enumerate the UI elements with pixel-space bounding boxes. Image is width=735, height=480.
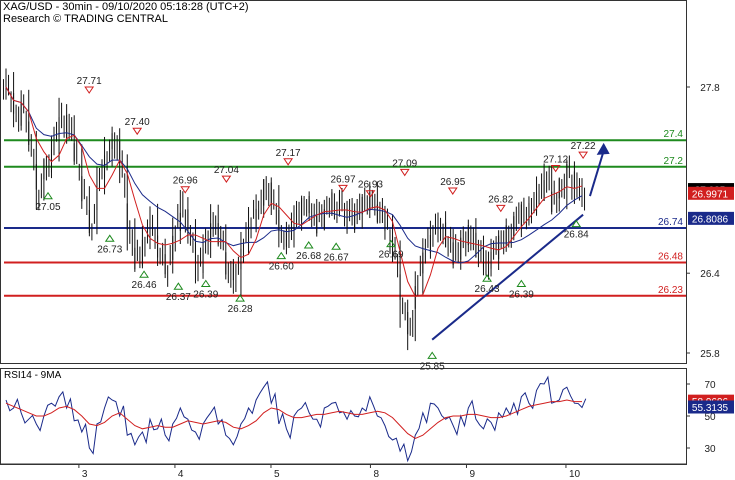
swing-low-label: 26.84: [564, 230, 589, 241]
swing-high-label: 27.40: [125, 117, 150, 128]
swing-high-label: 26.95: [440, 177, 465, 188]
x-tick-label: 4: [178, 469, 184, 480]
rsi-ma-line: [5, 399, 583, 439]
price-tag: [688, 186, 734, 200]
swing-low-label: 26.28: [228, 304, 253, 315]
swing-high-marker: [283, 158, 294, 166]
swing-high-marker: [399, 168, 410, 177]
x-tick-label: 9: [469, 469, 475, 480]
rsi-title: RSI14 - 9MA: [4, 370, 62, 381]
projection-arrow: [589, 150, 605, 197]
y-tick-label: 27.8: [700, 83, 720, 94]
swing-high-marker: [550, 164, 561, 173]
swing-high-label: 27.71: [77, 76, 102, 87]
swing-high-label: 27.17: [276, 148, 301, 159]
moving-average-fast: [5, 86, 583, 298]
swing-high-marker: [365, 190, 376, 198]
trend-line: [431, 213, 584, 341]
price-tag: [688, 211, 734, 225]
rsi-y-tick-label: 70: [704, 380, 716, 391]
swing-low-marker: [43, 191, 53, 200]
chart-title: XAG/USD - 30min - 09/10/2020 05:18:28 (U…: [3, 1, 249, 13]
rsi-y-tick-label: 50: [704, 412, 716, 423]
level-label: 26.23: [658, 285, 683, 296]
rsi-tag-label: 55.3135: [692, 403, 729, 414]
swing-high-marker: [221, 175, 232, 183]
swing-low-marker: [173, 282, 184, 290]
moving-average-slow: [5, 86, 583, 264]
projection-arrow-head: [596, 142, 610, 155]
rsi-tag: [688, 400, 734, 414]
level-label: 27.2: [664, 156, 684, 167]
rsi-y-tick-label: 30: [704, 444, 716, 455]
price-panel-frame: [0, 0, 687, 364]
swing-high-label: 26.82: [488, 194, 513, 205]
y-tick-label: 26.4: [700, 269, 720, 280]
chart-source: Research © TRADING CENTRAL: [3, 13, 168, 25]
y-tick-label: 25.8: [700, 349, 720, 360]
price-tag-label: 26.8086: [692, 214, 729, 225]
swing-low-label: 26.68: [296, 251, 321, 262]
swing-high-marker: [132, 127, 143, 136]
rsi-panel-frame: [0, 368, 687, 465]
swing-high-marker: [84, 86, 95, 94]
price-tag-label: 26.9971: [692, 189, 729, 200]
swing-low-marker: [276, 251, 287, 260]
x-tick-label: 10: [569, 469, 581, 480]
swing-low-label: 26.43: [475, 284, 500, 295]
swing-low-label: 26.69: [379, 250, 404, 261]
swing-low-label: 25.85: [420, 361, 445, 372]
swing-low-marker: [386, 239, 396, 248]
swing-low-label: 26.67: [324, 252, 349, 263]
level-label: 26.74: [658, 217, 683, 228]
swing-high-label: 26.97: [330, 174, 355, 185]
x-tick-label: 3: [82, 469, 88, 480]
swing-high-label: 26.93: [358, 180, 383, 191]
swing-low-marker: [303, 241, 314, 249]
rsi-line: [5, 375, 587, 463]
swing-low-label: 26.73: [97, 244, 122, 255]
x-tick-label: 8: [373, 469, 379, 480]
swing-low-label: 27.05: [36, 202, 61, 213]
swing-high-label: 27.04: [214, 165, 239, 176]
swing-high-marker: [495, 204, 506, 213]
swing-low-marker: [104, 234, 115, 242]
swing-low-marker: [331, 242, 342, 250]
swing-high-label: 27.12: [543, 154, 568, 165]
swing-high-marker: [578, 151, 589, 160]
swing-low-marker: [200, 279, 211, 288]
swing-low-label: 26.37: [166, 292, 191, 303]
x-tick-label: 5: [274, 469, 280, 480]
swing-low-marker: [139, 270, 149, 278]
swing-high-label: 27.09: [392, 158, 417, 169]
swing-low-marker: [482, 274, 492, 282]
level-label: 26.48: [658, 252, 683, 263]
swing-low-marker: [571, 219, 582, 228]
swing-low-marker: [235, 294, 246, 302]
level-label: 27.4: [664, 129, 684, 140]
swing-high-marker: [180, 186, 191, 194]
swing-low-label: 26.46: [132, 280, 157, 291]
swing-low-marker: [427, 351, 438, 359]
swing-low-marker: [516, 279, 527, 288]
swing-high-label: 27.22: [571, 141, 596, 152]
swing-high-label: 26.96: [173, 176, 198, 187]
swing-low-label: 26.39: [193, 290, 218, 301]
swing-low-label: 26.60: [269, 262, 294, 273]
swing-high-marker: [338, 184, 348, 193]
swing-high-marker: [447, 187, 458, 195]
swing-low-label: 26.39: [509, 290, 534, 301]
